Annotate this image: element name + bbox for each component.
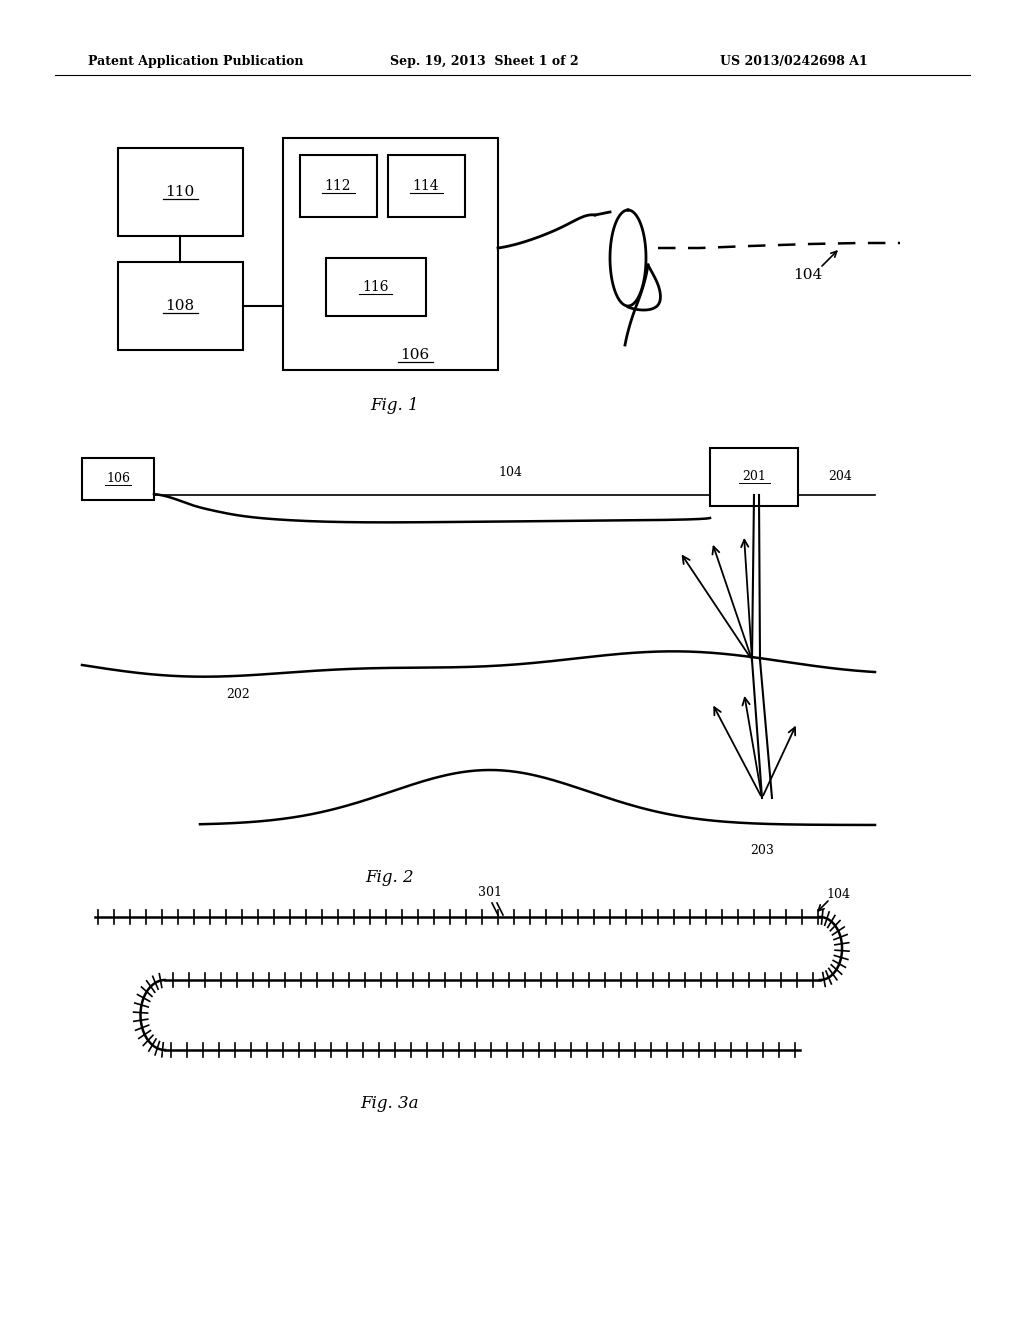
Bar	[118, 261, 243, 350]
Text: 112: 112	[325, 180, 351, 193]
Text: 202: 202	[226, 689, 250, 701]
Bar	[710, 447, 798, 506]
Text: 204: 204	[828, 470, 852, 483]
Text: US 2013/0242698 A1: US 2013/0242698 A1	[720, 55, 867, 69]
Text: Sep. 19, 2013  Sheet 1 of 2: Sep. 19, 2013 Sheet 1 of 2	[390, 55, 579, 69]
Text: Fig. 3a: Fig. 3a	[360, 1094, 419, 1111]
Text: 104: 104	[794, 268, 822, 282]
Text: 201: 201	[742, 470, 766, 483]
Bar	[118, 148, 243, 236]
Bar	[283, 139, 498, 370]
Bar	[388, 154, 465, 216]
Text: Fig. 2: Fig. 2	[366, 870, 415, 887]
Text: 114: 114	[413, 180, 439, 193]
Text: 104: 104	[826, 888, 850, 902]
Bar	[300, 154, 377, 216]
Bar	[326, 257, 426, 315]
Text: 301: 301	[478, 887, 502, 899]
Text: Patent Application Publication: Patent Application Publication	[88, 55, 303, 69]
Bar	[82, 458, 154, 500]
Text: 203: 203	[750, 843, 774, 857]
Text: 110: 110	[165, 185, 195, 199]
Text: 104: 104	[498, 466, 522, 479]
Text: 108: 108	[166, 300, 195, 313]
Text: 116: 116	[362, 280, 389, 294]
Text: Fig. 1: Fig. 1	[371, 396, 419, 413]
Text: 106: 106	[400, 348, 430, 362]
Text: 106: 106	[106, 473, 130, 486]
